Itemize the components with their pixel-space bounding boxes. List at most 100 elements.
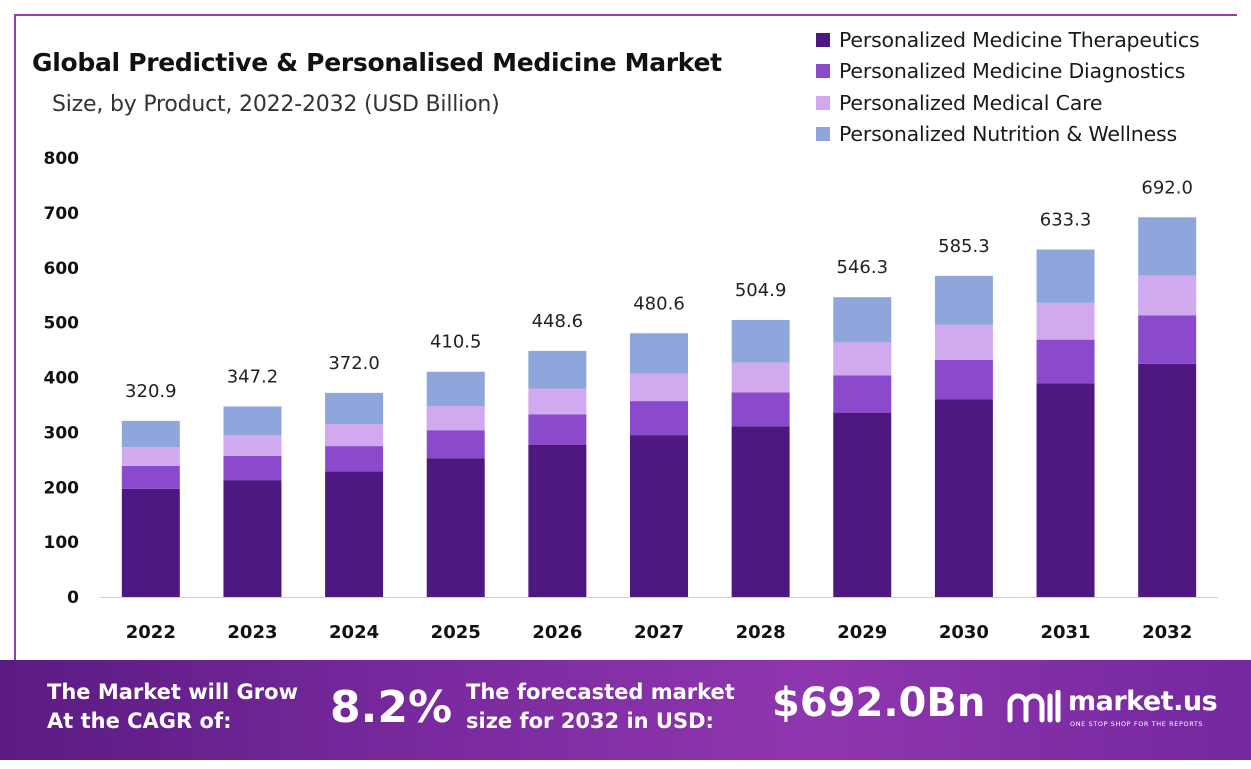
forecast-label-line-1: The forecasted market	[466, 680, 735, 704]
bar-segment-2023-series-4	[223, 406, 282, 436]
total-label-2022: 320.9	[125, 381, 177, 402]
bar-segment-2030-series-2	[934, 359, 993, 400]
bar-segment-2028-series-4	[731, 319, 790, 363]
bar-segment-2032-series-2	[1138, 315, 1197, 364]
bar-segment-2026-series-4	[528, 350, 587, 389]
y-tick-label: 400	[44, 369, 80, 389]
bar-segment-2032-series-4	[1138, 217, 1197, 276]
x-tick-label-2032: 2032	[1142, 622, 1192, 643]
bar-segment-2030-series-3	[934, 324, 993, 360]
bar-segment-2027-series-4	[630, 333, 688, 374]
brand-name: market.us	[1068, 686, 1218, 717]
total-label-2028: 504.9	[735, 280, 787, 301]
total-label-2029: 546.3	[837, 257, 889, 278]
bar-segment-2032-series-3	[1138, 275, 1197, 316]
bar-segment-2022-series-2	[121, 465, 180, 489]
legend-item-diagnostics: Personalized Medicine Diagnostics	[816, 56, 1199, 88]
forecast-label: The forecasted market size for 2032 in U…	[466, 678, 735, 736]
bar-segment-2024-series-4	[325, 392, 384, 425]
total-label-2024: 372.0	[328, 353, 380, 374]
cagr-label-line-1: The Market will Grow	[47, 680, 298, 704]
y-tick-label: 100	[44, 533, 80, 553]
x-tick-label-2022: 2022	[126, 622, 176, 643]
bar-segment-2025-series-1	[426, 458, 485, 597]
x-tick-label-2028: 2028	[736, 622, 786, 643]
legend-swatch	[816, 95, 830, 110]
frame-border-left	[14, 14, 16, 664]
y-tick-label: 600	[44, 259, 80, 279]
legend-swatch	[816, 127, 830, 142]
y-tick-label: 500	[44, 314, 80, 334]
y-axis: 0 100 200 300 400 500 600 700 800	[44, 149, 80, 608]
bar-segment-2030-series-1	[934, 399, 993, 597]
y-tick-label: 0	[67, 588, 79, 608]
x-tick-label-2024: 2024	[329, 622, 379, 643]
legend-label: Personalized Medicine Diagnostics	[839, 59, 1186, 84]
bar-segment-2029-series-3	[833, 342, 892, 376]
bar-segment-2023-series-2	[223, 455, 282, 481]
x-tick-label-2027: 2027	[634, 622, 684, 643]
bar-segment-2031-series-3	[1036, 302, 1095, 340]
bar-segment-2030-series-4	[934, 275, 993, 325]
brand-tagline: ONE STOP SHOP FOR THE REPORTS	[1070, 720, 1204, 728]
bar-segment-2032-series-1	[1138, 363, 1197, 597]
legend-swatch	[816, 32, 830, 47]
bar-segment-2031-series-1	[1036, 383, 1095, 597]
legend-label: Personalized Nutrition & Wellness	[839, 122, 1177, 147]
x-tick-label-2026: 2026	[532, 622, 582, 643]
bar-segment-2024-series-2	[325, 446, 384, 472]
legend-item-medical-care: Personalized Medical Care	[816, 87, 1199, 119]
x-tick-label-2029: 2029	[837, 622, 887, 643]
x-tick-label-2023: 2023	[227, 622, 277, 643]
bar-segment-2023-series-1	[223, 480, 282, 597]
bar-segment-2022-series-3	[121, 447, 180, 466]
bar-segment-2025-series-2	[426, 430, 485, 459]
legend-item-therapeutics: Personalized Medicine Therapeutics	[816, 24, 1200, 56]
bar-segment-2027-series-1	[630, 435, 688, 597]
bar-segment-2023-series-3	[223, 435, 282, 456]
bar-segment-2026-series-3	[528, 388, 587, 415]
bar-segment-2029-series-1	[833, 412, 892, 597]
y-tick-label: 200	[44, 478, 80, 498]
x-axis: 2022 2023 2024 2025 2026 2027 2028 2029 2030 2031…	[100, 597, 1218, 643]
bar-segment-2024-series-1	[325, 471, 384, 597]
bar-segment-2031-series-4	[1036, 249, 1095, 303]
bar-segment-2027-series-3	[630, 373, 688, 402]
bar-segment-2028-series-2	[731, 392, 790, 427]
y-tick-label: 700	[44, 204, 80, 224]
frame-border-top	[14, 14, 1237, 16]
chart-subtitle: Size, by Product, 2022-2032 (USD Billion…	[52, 92, 500, 117]
brand-logo[interactable]: market.us ONE STOP SHOP FOR THE REPORTS	[1006, 686, 1236, 736]
x-tick-label-2025: 2025	[431, 622, 481, 643]
legend-item-nutrition-wellness: Personalized Nutrition & Wellness	[816, 119, 1199, 151]
legend-label: Personalized Medicine Therapeutics	[839, 27, 1200, 52]
y-tick-label: 300	[44, 423, 80, 443]
x-tick-label-2030: 2030	[939, 622, 989, 643]
bar-segment-2025-series-3	[426, 406, 485, 431]
legend: Personalized Medicine Therapeutics Perso…	[816, 24, 1200, 151]
bar-segment-2026-series-1	[528, 444, 587, 597]
chart-title: Global Predictive & Personalised Medicin…	[32, 48, 722, 77]
bar-segment-2031-series-2	[1036, 339, 1095, 384]
forecast-label-line-2: size for 2032 in USD:	[466, 709, 714, 733]
bars-group: 320.9 347.2 372.0 410.5 448.6 480.6 504.9 546.3…	[121, 177, 1197, 597]
legend-label: Personalized Medical Care	[839, 90, 1103, 115]
bar-segment-2026-series-2	[528, 414, 587, 445]
cagr-label-line-2: At the CAGR of:	[47, 709, 232, 733]
total-label-2023: 347.2	[227, 366, 279, 387]
bar-segment-2028-series-3	[731, 362, 790, 393]
bar-segment-2029-series-2	[833, 375, 892, 413]
footer-banner: The Market will Grow At the CAGR of: 8.2…	[0, 660, 1251, 760]
forecast-value: $692.0Bn	[772, 680, 986, 726]
total-label-2030: 585.3	[938, 236, 990, 257]
total-label-2032: 692.0	[1141, 177, 1193, 198]
stacked-bar-chart: 0 100 200 300 400 500 600 700 800 320.9 347.2 372.…	[44, 149, 1218, 643]
cagr-value: 8.2%	[330, 682, 453, 733]
y-tick-label: 800	[44, 149, 80, 169]
total-label-2025: 410.5	[430, 332, 482, 353]
bar-segment-2029-series-4	[833, 297, 892, 343]
bar-segment-2027-series-2	[630, 401, 688, 436]
bar-segment-2024-series-3	[325, 424, 384, 447]
total-label-2026: 448.6	[532, 311, 584, 332]
